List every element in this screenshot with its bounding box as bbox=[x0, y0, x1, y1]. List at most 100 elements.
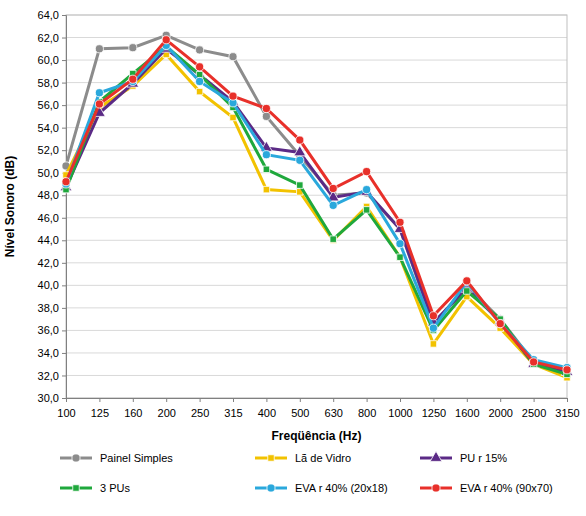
x-tick-mark bbox=[66, 398, 67, 402]
x-tick: 200 bbox=[158, 398, 176, 419]
plot-frame bbox=[66, 15, 567, 398]
point bbox=[262, 112, 270, 120]
x-tick-mark bbox=[200, 398, 201, 402]
y-tick: 54,0 bbox=[38, 122, 66, 134]
legend-entry: Painel Simples bbox=[60, 452, 173, 464]
y-tick-mark bbox=[62, 105, 66, 106]
y-tick-label: 38,0 bbox=[38, 302, 59, 314]
y-tick-mark bbox=[62, 375, 66, 376]
y-tick-mark bbox=[62, 195, 66, 196]
legend-marker bbox=[432, 484, 440, 492]
point bbox=[463, 277, 471, 285]
grid-line bbox=[66, 307, 567, 308]
x-axis-line bbox=[67, 399, 568, 403]
y-tick-label: 54,0 bbox=[38, 122, 59, 134]
legend-marker bbox=[430, 451, 442, 461]
x-tick-mark bbox=[433, 398, 434, 402]
plot-area bbox=[60, 31, 573, 381]
y-tick-mark bbox=[62, 150, 66, 151]
y-tick: 36,0 bbox=[38, 324, 66, 336]
x-tick-label: 125 bbox=[91, 407, 109, 419]
grid-line bbox=[66, 150, 567, 151]
grid-line bbox=[66, 37, 567, 38]
x-tick: 160 bbox=[124, 398, 142, 419]
x-tick: 125 bbox=[91, 398, 109, 419]
y-tick-label: 56,0 bbox=[38, 99, 59, 111]
y-tick: 62,0 bbox=[38, 32, 66, 44]
point bbox=[296, 156, 304, 164]
y-axis-line bbox=[62, 16, 67, 399]
grid-line bbox=[66, 82, 567, 83]
point bbox=[530, 358, 538, 366]
x-tick-mark bbox=[467, 398, 468, 402]
point bbox=[329, 184, 337, 192]
x-tick: 2000 bbox=[488, 398, 512, 419]
legend-label: 3 PUs bbox=[100, 482, 130, 494]
point bbox=[430, 341, 436, 347]
grid-line bbox=[66, 127, 567, 128]
y-tick-label: 60,0 bbox=[38, 54, 59, 66]
x-tick: 500 bbox=[291, 398, 309, 419]
grid bbox=[66, 15, 567, 398]
point bbox=[429, 324, 437, 332]
grid-line bbox=[66, 105, 567, 106]
y-tick-mark bbox=[62, 83, 66, 84]
legend-marker bbox=[72, 454, 80, 462]
x-tick-mark bbox=[266, 398, 267, 402]
series bbox=[62, 36, 571, 374]
point bbox=[262, 104, 270, 112]
series-line bbox=[66, 45, 567, 367]
x-tick-mark bbox=[233, 398, 234, 402]
y-tick-mark bbox=[62, 263, 66, 264]
point bbox=[129, 44, 137, 52]
grid-line bbox=[66, 375, 567, 376]
x-tick-label: 200 bbox=[158, 407, 176, 419]
y-tick: 32,0 bbox=[38, 369, 66, 381]
legend-label: EVA r 40% (90x70) bbox=[460, 482, 553, 494]
x-tick: 630 bbox=[325, 398, 343, 419]
series bbox=[60, 42, 573, 375]
y-tick-label: 30,0 bbox=[38, 392, 59, 404]
point bbox=[196, 77, 204, 85]
x-tick-mark bbox=[300, 398, 301, 402]
legend-entry: EVA r 40% (20x18) bbox=[255, 482, 388, 494]
point bbox=[196, 88, 202, 94]
y-tick-label: 42,0 bbox=[38, 257, 59, 269]
y-tick-mark bbox=[62, 38, 66, 39]
x-tick-label: 800 bbox=[358, 407, 376, 419]
y-tick-label: 52,0 bbox=[38, 144, 59, 156]
x-tick-mark bbox=[534, 398, 535, 402]
y-axis-title: Nível Sonoro (dB) bbox=[3, 156, 17, 257]
legend-label: Lã de Vidro bbox=[295, 452, 351, 464]
x-tick: 250 bbox=[191, 398, 209, 419]
x-tick: 800 bbox=[358, 398, 376, 419]
chart: 30,032,034,036,038,040,042,044,046,048,0… bbox=[0, 0, 586, 516]
point bbox=[196, 46, 204, 54]
x-tick-label: 1000 bbox=[388, 407, 412, 419]
y-tick-mark bbox=[62, 353, 66, 354]
point bbox=[396, 240, 404, 248]
point bbox=[95, 89, 103, 97]
point bbox=[297, 182, 303, 188]
y-tick-label: 34,0 bbox=[38, 347, 59, 359]
point bbox=[496, 320, 504, 328]
x-tick-mark bbox=[367, 398, 368, 402]
grid-line bbox=[66, 285, 567, 286]
point bbox=[330, 236, 336, 242]
y-tick-label: 44,0 bbox=[38, 234, 59, 246]
x-tick-label: 100 bbox=[57, 407, 75, 419]
legend-entry: Lã de Vidro bbox=[255, 452, 351, 464]
x-tick-label: 250 bbox=[191, 407, 209, 419]
x-axis-title: Freqüência (Hz) bbox=[271, 429, 361, 443]
x-tick-mark bbox=[333, 398, 334, 402]
point bbox=[229, 53, 237, 61]
y-tick-label: 50,0 bbox=[38, 167, 59, 179]
point bbox=[397, 254, 403, 260]
x-tick: 400 bbox=[258, 398, 276, 419]
y-tick-mark bbox=[62, 308, 66, 309]
point bbox=[363, 186, 371, 194]
x-tick-label: 315 bbox=[224, 407, 242, 419]
y-axis: 30,032,034,036,038,040,042,044,046,048,0… bbox=[38, 9, 67, 404]
y-tick: 40,0 bbox=[38, 279, 66, 291]
point bbox=[196, 63, 204, 71]
